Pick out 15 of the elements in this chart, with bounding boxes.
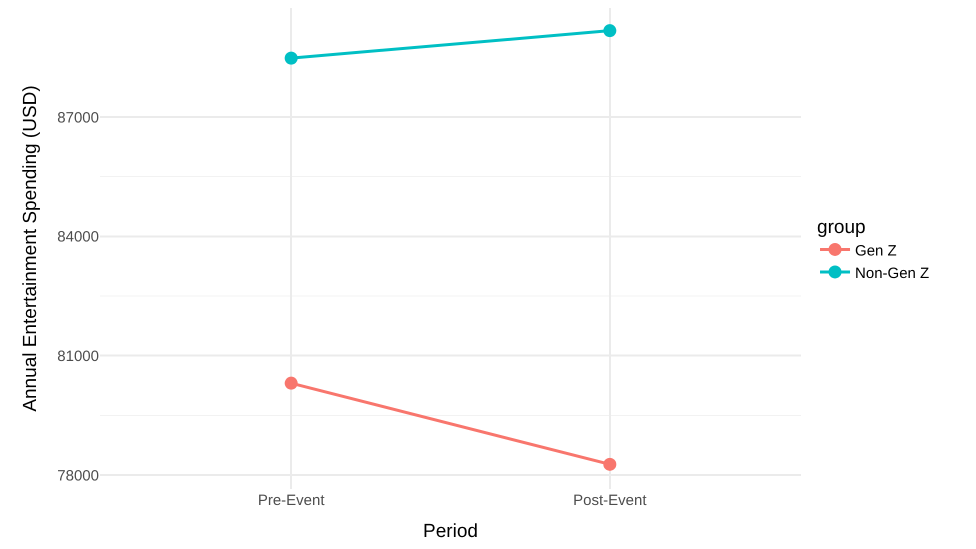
y-tick-label: 84000	[57, 228, 99, 246]
y-tick-label: 78000	[57, 467, 99, 484]
y-axis-title: Annual Entertainment Spending (USD)	[20, 85, 42, 412]
x-tick-label: Post-Event	[573, 492, 648, 509]
y-tick-label: 87000	[57, 109, 99, 126]
legend-label: Non-Gen Z	[855, 264, 930, 282]
x-tick-label: Pre-Event	[258, 492, 326, 509]
legend-title: group	[817, 217, 866, 238]
y-tick-label: 81000	[57, 348, 99, 365]
legend-label: Gen Z	[855, 242, 897, 260]
point	[603, 24, 616, 38]
point	[284, 376, 298, 390]
point	[284, 52, 298, 65]
x-axis-title: Period	[423, 520, 478, 542]
point	[603, 458, 616, 471]
